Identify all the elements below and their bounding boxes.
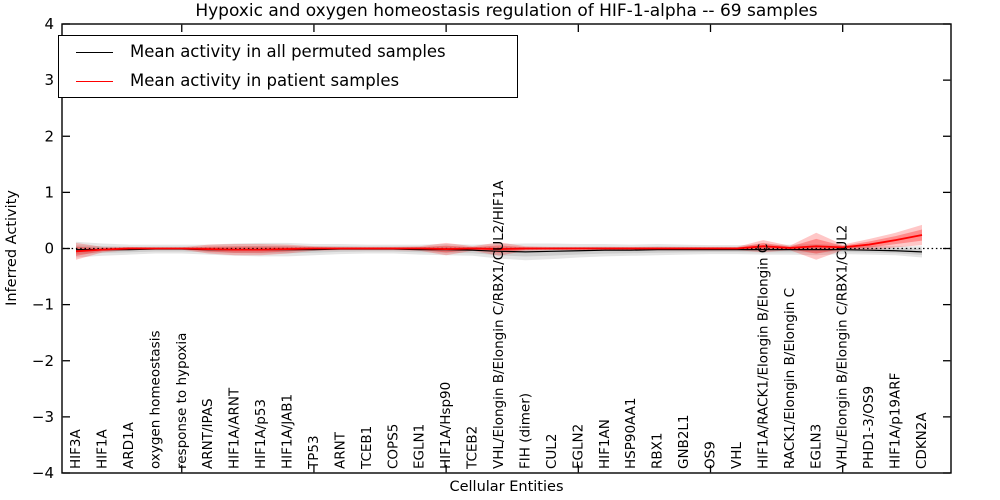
x-tick-label: HIF1AN [597,419,613,469]
legend: Mean activity in all permuted samples Me… [58,35,518,98]
y-tick-label: 4 [44,15,54,33]
chart-title: Hypoxic and oxygen homeostasis regulatio… [195,1,818,21]
x-tick-label: HSP90AA1 [623,398,639,469]
x-tick-label: HIF1A/p19ARF [888,373,904,469]
legend-item-patient: Mean activity in patient samples [59,67,517,96]
y-axis-label: Inferred Activity [4,190,20,306]
x-tick-label: HIF3A [68,429,84,469]
x-tick-label: EGLN3 [808,424,824,469]
x-tick-label: CUL2 [544,434,560,469]
y-tick-label: −2 [32,352,54,370]
x-tick-label: HIF1A/JAB1 [280,394,296,469]
x-tick-label: HIF1A/ARNT [227,387,243,469]
y-tick-label: 2 [44,127,54,145]
x-tick-label: VHL [729,442,745,469]
y-tick-label: 3 [44,71,54,89]
y-tick-label: 1 [44,183,54,201]
x-tick-label: response to hypoxia [174,333,190,469]
x-tick-label: oxygen homeostasis [147,331,163,470]
y-tick-label: −4 [32,464,54,482]
legend-item-permuted: Mean activity in all permuted samples [59,38,517,67]
legend-line-swatch-patient [76,80,113,82]
x-tick-label: HIF1A [94,429,110,469]
y-tick-label: 0 [44,240,54,258]
y-tick-label: −1 [32,296,54,314]
x-tick-label: VHL/Elongin B/Elongin C/RBX1/CUL2/HIF1A [491,180,507,469]
x-tick-label: ARNT [332,431,348,469]
x-tick-label: HIF1A/RACK1/Elongin B/Elongin C [755,244,771,469]
x-tick-label: ARD1A [121,421,137,469]
legend-line-swatch-permuted [76,51,113,53]
x-tick-label: RACK1/Elongin B/Elongin C [782,288,798,469]
legend-label-permuted: Mean activity in all permuted samples [130,41,446,61]
x-tick-label: COPS5 [385,424,401,469]
x-tick-label: PHD1-3/OS9 [861,386,877,469]
x-tick-label: VHL/Elongin B/Elongin C/RBX1/CUL2 [835,225,851,469]
x-tick-label: RBX1 [650,433,666,469]
x-tick-label: EGLN1 [412,424,428,469]
series-line-patient [75,234,923,253]
x-tick-label: CDKN2A [914,412,930,469]
x-tick-label: ARNT/IPAS [200,398,216,469]
x-tick-label: EGLN2 [570,424,586,469]
x-tick-label: TCEB1 [359,426,375,470]
plot-border [61,23,952,474]
series-band-outer-patient [76,224,922,260]
x-axis-label: Cellular Entities [449,479,564,495]
x-tick-label: OS9 [703,441,719,469]
x-tick-label: GNB2L1 [676,414,692,469]
x-tick-label: HIF1A/Hsp90 [438,382,454,469]
legend-label-patient: Mean activity in patient samples [130,70,400,90]
x-tick-label: HIF1A/p53 [253,399,269,469]
x-tick-label: FIH (dimer) [517,393,533,469]
y-tick-label: −3 [32,408,54,426]
x-tick-label: TP53 [306,435,322,470]
x-tick-label: TCEB2 [465,426,481,470]
